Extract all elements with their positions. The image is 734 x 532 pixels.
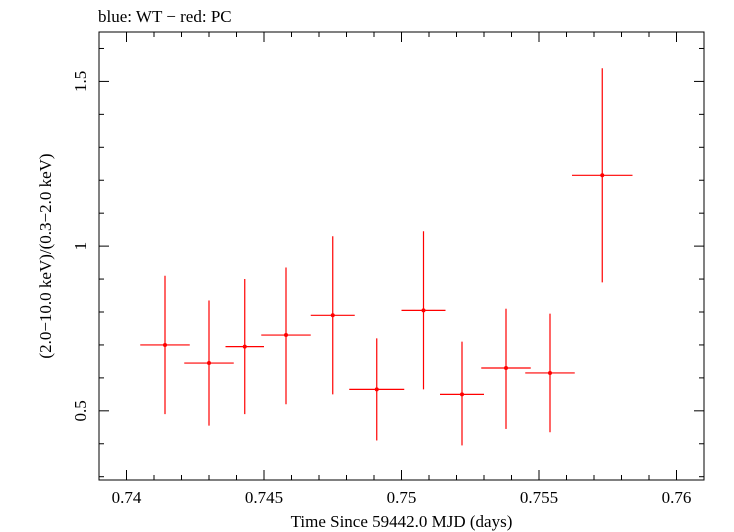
x-tick-label: 0.76 bbox=[662, 488, 692, 507]
point-marker bbox=[374, 387, 379, 392]
y-tick-labels: 0.5 1 1.5 bbox=[71, 71, 90, 422]
point-marker bbox=[460, 392, 464, 397]
point-marker bbox=[242, 344, 247, 349]
x-tick-label: 0.745 bbox=[245, 488, 283, 507]
data-point bbox=[310, 236, 355, 395]
point-marker bbox=[207, 361, 211, 366]
y-tick-label: 1.5 bbox=[71, 71, 90, 92]
data-point bbox=[349, 338, 405, 441]
point-marker bbox=[284, 333, 288, 338]
data-point bbox=[140, 275, 190, 415]
x-tick-label: 0.74 bbox=[112, 488, 142, 507]
point-marker bbox=[600, 173, 605, 178]
data-point bbox=[481, 308, 531, 429]
axis-ticks bbox=[98, 32, 705, 480]
data-point bbox=[225, 279, 264, 415]
y-tick-label: 1 bbox=[71, 242, 90, 251]
x-tick-label: 0.755 bbox=[520, 488, 558, 507]
chart-title: blue: WT − red: PC bbox=[98, 7, 232, 26]
data-point bbox=[525, 313, 575, 433]
x-axis-label: Time Since 59442.0 MJD (days) bbox=[291, 512, 513, 531]
data-point bbox=[572, 68, 633, 283]
data-point bbox=[440, 341, 484, 446]
point-marker bbox=[330, 313, 335, 318]
plot-frame bbox=[98, 31, 705, 481]
x-tick-labels: 0.74 0.745 0.75 0.755 0.76 bbox=[112, 488, 692, 507]
point-marker bbox=[504, 366, 508, 370]
point-marker bbox=[163, 342, 167, 347]
point-marker bbox=[421, 308, 426, 313]
y-tick-label: 0.5 bbox=[71, 400, 90, 421]
data-point bbox=[261, 267, 311, 405]
data-point bbox=[184, 300, 234, 426]
y-axis-label: (2.0−10.0 keV)/(0.3−2.0 keV) bbox=[36, 153, 55, 358]
point-marker bbox=[548, 370, 552, 375]
data-series bbox=[140, 68, 633, 446]
data-point bbox=[401, 231, 446, 390]
x-tick-label: 0.75 bbox=[387, 488, 417, 507]
